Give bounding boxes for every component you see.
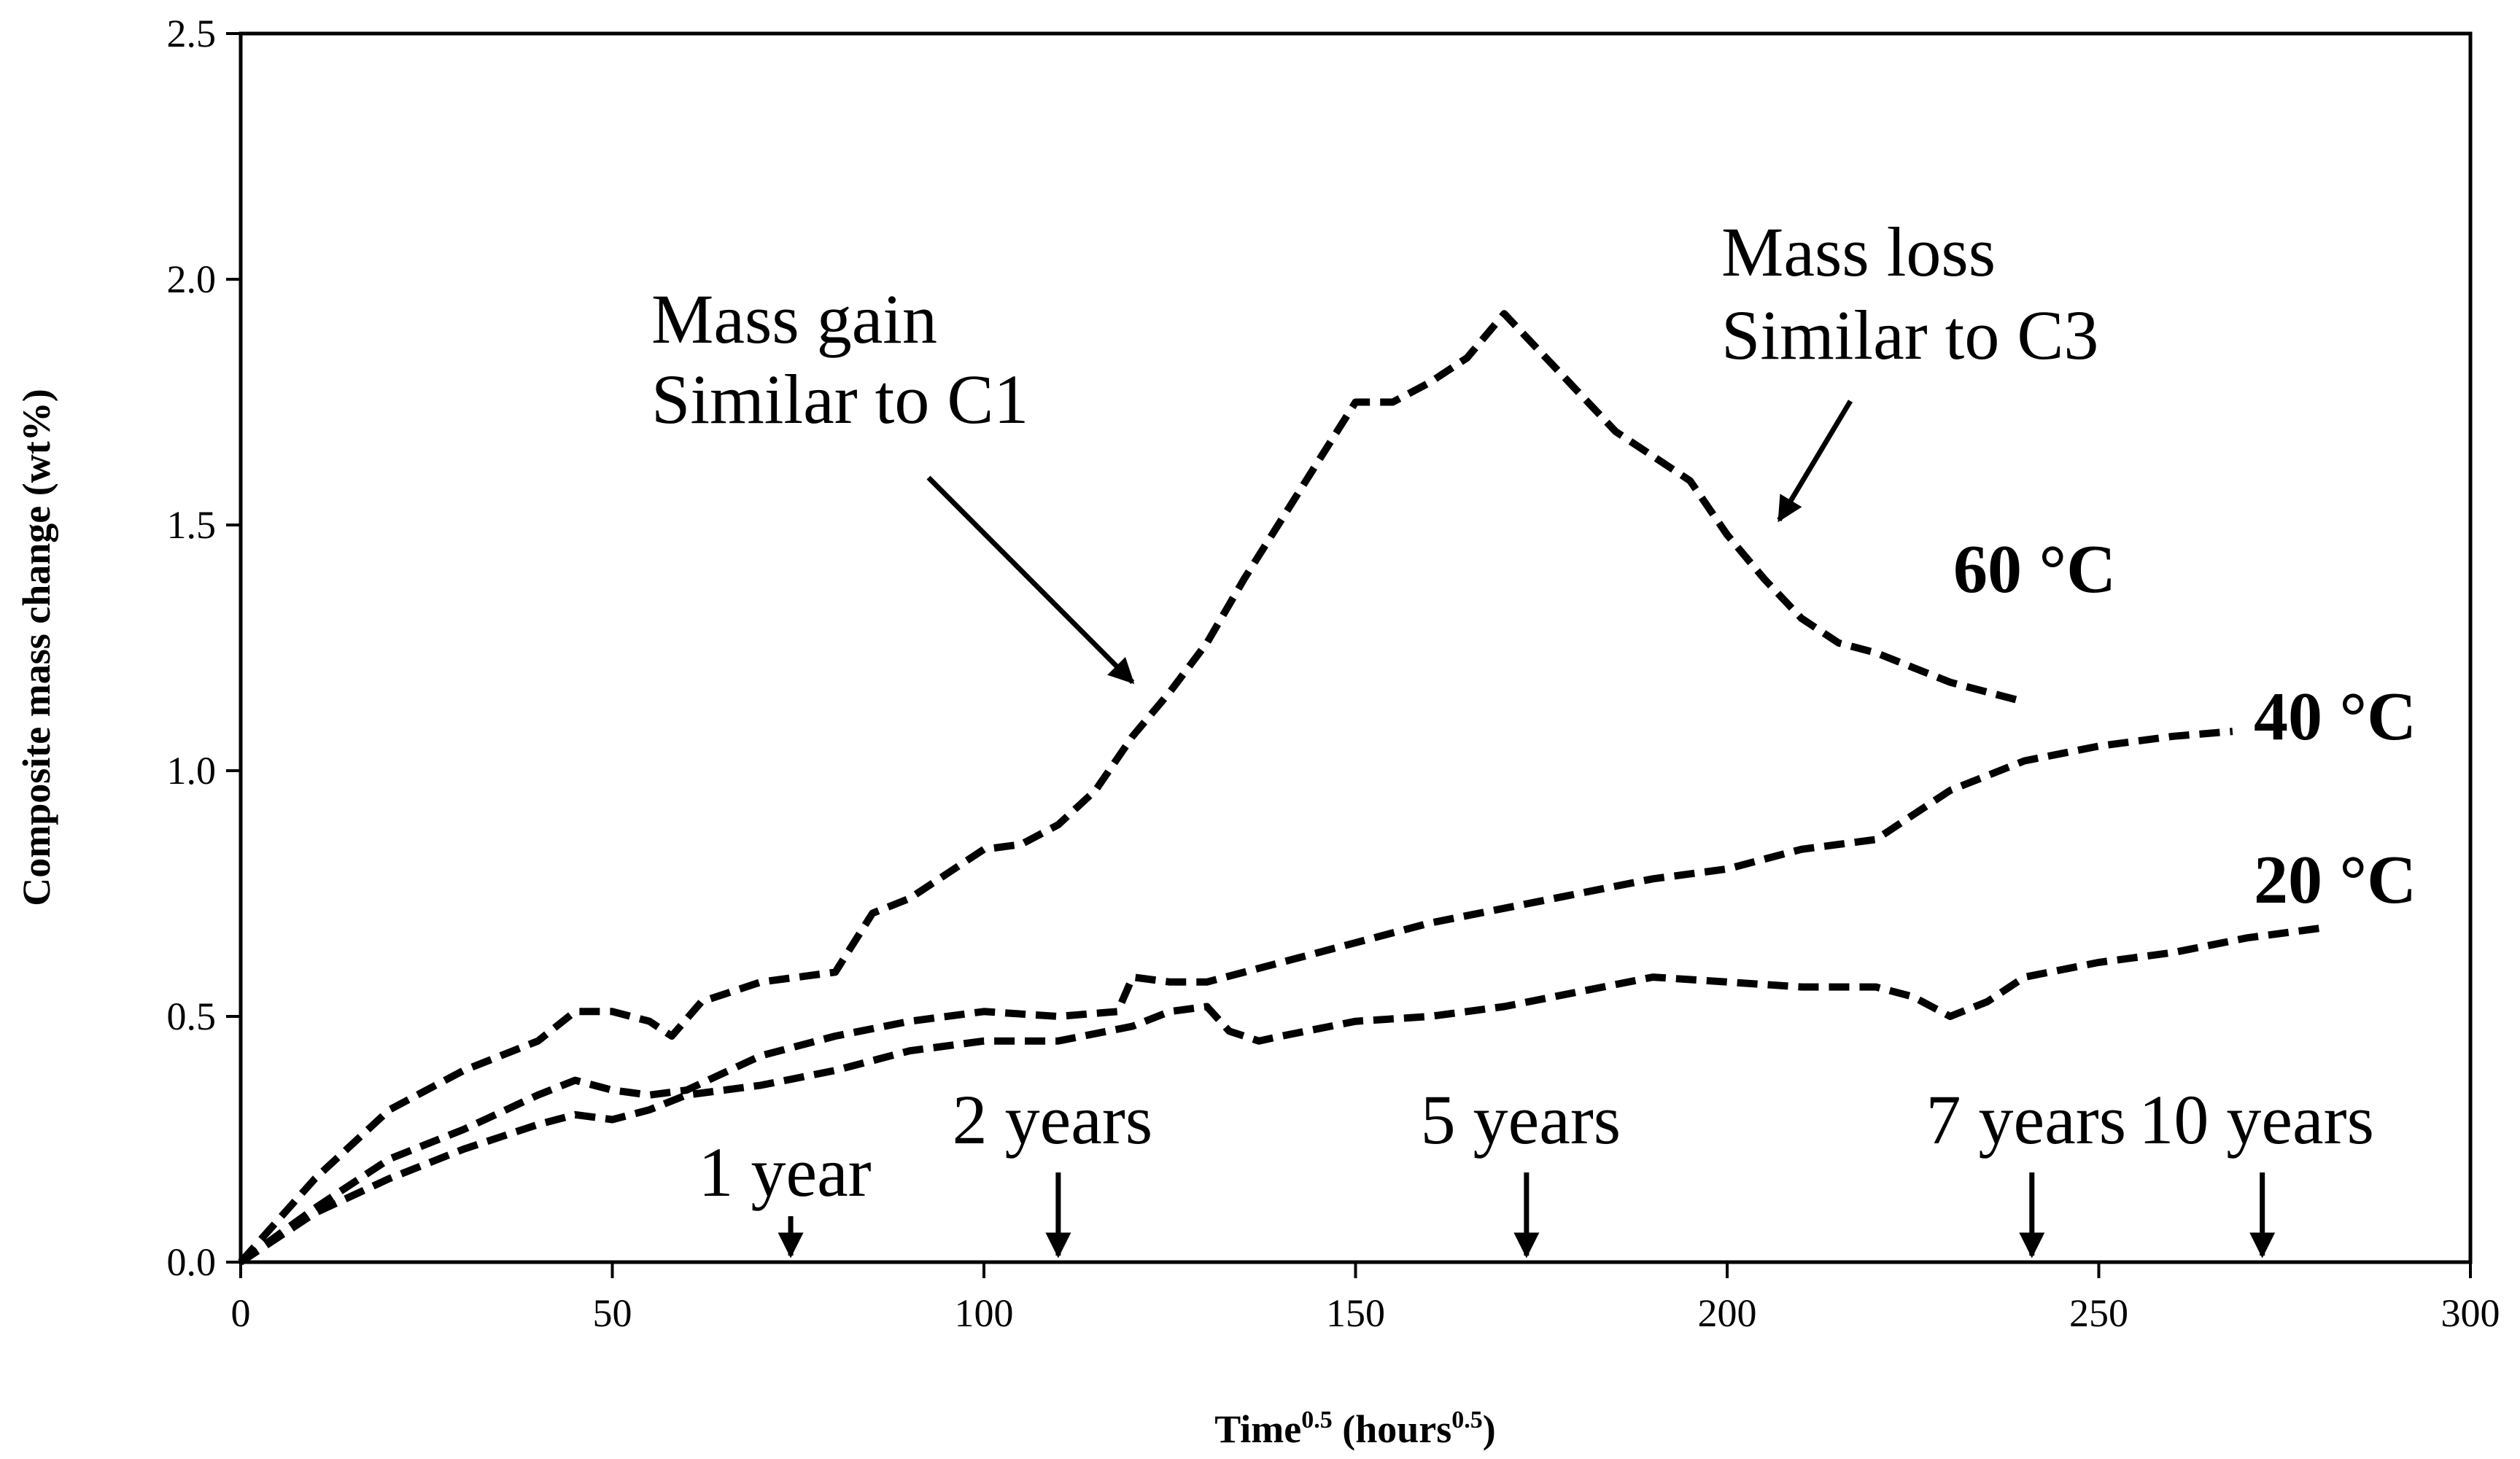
series-label-60c: 60 °C xyxy=(1953,532,2116,607)
time-marker-label: 10 years xyxy=(2139,1081,2374,1159)
x-tick-label: 200 xyxy=(1698,1291,1757,1335)
series-line-60c xyxy=(238,310,2025,1265)
y-tick-label: 2.5 xyxy=(167,12,217,55)
x-tick-label: 50 xyxy=(593,1291,632,1335)
time-marker-label: 5 years xyxy=(1421,1081,1621,1159)
series-line-20c xyxy=(239,924,2322,1266)
y-tick-label: 2.0 xyxy=(167,257,217,301)
y-axis-ticks: 0.0 0.5 1.0 1.5 2.0 2.5 xyxy=(167,12,241,1284)
y-tick-label: 0.0 xyxy=(167,1240,217,1284)
y-tick-label: 1.5 xyxy=(167,503,217,547)
series-lines xyxy=(238,310,2322,1266)
y-tick-label: 0.5 xyxy=(167,995,217,1038)
annotation-arrow xyxy=(1777,400,1853,523)
time-marker-label: 7 years xyxy=(1926,1081,2127,1159)
x-tick-label: 0 xyxy=(231,1291,251,1335)
x-axis-ticks: 0 50 100 150 200 250 300 xyxy=(231,1262,2500,1335)
annotation-text: Mass gain xyxy=(651,280,937,358)
x-tick-label: 250 xyxy=(2069,1291,2128,1335)
y-tick-label: 1.0 xyxy=(167,749,217,793)
x-tick-label: 100 xyxy=(955,1291,1014,1335)
x-tick-label: 300 xyxy=(2441,1291,2500,1335)
annotation-text: Similar to C1 xyxy=(651,360,1028,438)
x-axis-title: Time0.5 (hours0.5) xyxy=(1214,1407,1496,1451)
y-axis-title: Composite mass change (wt%) xyxy=(15,389,58,906)
series-line-40c xyxy=(239,728,2233,1266)
x-tick-label: 150 xyxy=(1326,1291,1385,1335)
series-label-20c: 20 °C xyxy=(2254,842,2416,918)
time-marker-label: 2 years xyxy=(953,1081,1153,1159)
time-markers: 1 year 2 years 5 years 7 years 10 years xyxy=(698,1081,2374,1258)
annotation-text: Similar to C3 xyxy=(1721,296,2098,374)
annotation-text: Mass loss xyxy=(1721,213,1996,291)
series-label-40c: 40 °C xyxy=(2254,679,2416,755)
time-marker-label: 1 year xyxy=(698,1133,871,1211)
annotation-arrow xyxy=(926,475,1135,685)
